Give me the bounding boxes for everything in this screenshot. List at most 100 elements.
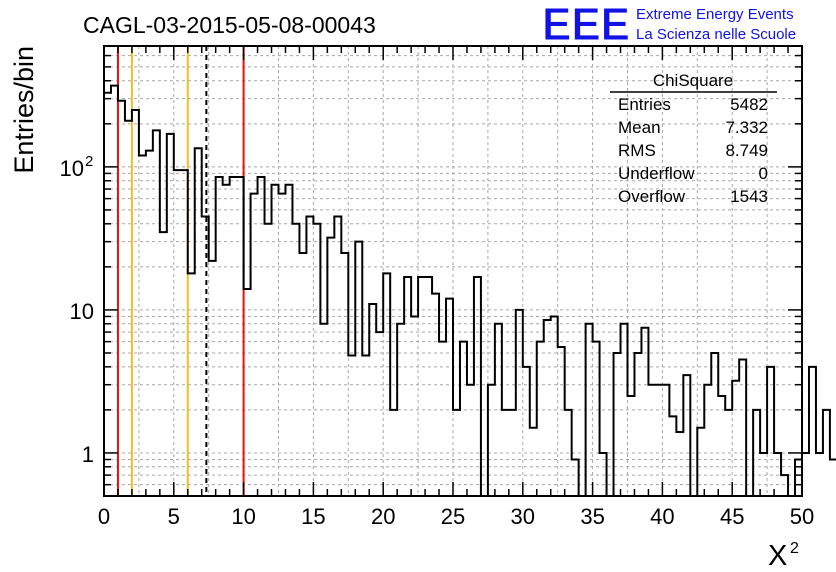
x-axis-label-symbol: X [768,540,787,572]
histogram-bin [376,332,383,496]
histogram-bin [600,453,607,496]
histogram-bin [223,185,230,496]
histogram-bin [383,273,390,496]
histogram-bin [418,277,425,496]
histogram-bin [565,410,572,496]
histogram-bin [586,324,593,496]
histogram-bin [551,316,558,496]
histogram-bin [634,353,641,496]
eee-logo-line2: La Scienza nelle Scuole [636,26,796,43]
histogram-bin [111,86,118,496]
histogram-bin [474,277,481,496]
histogram-bin [279,194,286,496]
stats-box-title: ChiSquare [653,71,733,90]
x-tick-label: 20 [371,504,395,529]
histogram-bin [258,177,265,496]
chart-title: CAGL-03-2015-05-08-00043 [83,12,376,38]
histogram-bin [348,356,355,496]
histogram-bin [334,216,341,496]
histogram-bin [292,224,299,496]
x-tick-label: 45 [720,504,744,529]
histogram-bin [251,194,258,496]
histogram-bin [697,428,704,496]
histogram-bin [816,453,823,496]
eee-logo-line1: Extreme Energy Events [636,6,794,23]
histogram-bin [237,177,244,496]
stats-row-label: Underflow [618,164,695,183]
histogram-bin [614,353,621,496]
histogram-bin [655,385,662,496]
stats-row-value: 8.749 [725,141,768,160]
histogram-bin [488,385,495,496]
stats-row-label: Overflow [618,187,686,206]
histogram-bin [432,294,439,496]
histogram-bin [460,342,467,496]
x-axis-label: X 2 [768,540,799,572]
histogram-bin [195,148,202,496]
histogram-bin [285,185,292,496]
histogram-bin [369,304,376,496]
histogram-bin [509,410,516,496]
y-axis-label: Entries/bin [9,46,39,174]
histogram-bin [202,216,209,496]
eee-logo-letters: EEE [542,0,630,50]
x-tick-label: 50 [790,504,814,529]
histogram-bin [439,342,446,496]
stats-row-value: 5482 [730,95,768,114]
histogram-bin [167,134,174,496]
x-tick-label: 5 [168,504,180,529]
histogram-bin [781,475,788,496]
stats-box: ChiSquare Entries 5482 Mean 7.332 RMS 8.749 Un… [610,71,777,206]
stats-row-label: RMS [618,141,656,160]
x-tick-label: 30 [511,504,535,529]
histogram-bin [125,121,132,496]
histogram-bin [593,342,600,496]
stats-row-value: 7.332 [725,118,768,137]
histogram-bin [188,273,195,496]
histogram-bin [676,432,683,496]
histogram-bin [467,385,474,496]
histogram-bin [404,277,411,496]
histogram-bin [621,324,628,496]
histogram-bin [362,356,369,496]
histogram-bin [718,396,725,496]
stats-row-value: 1543 [730,187,768,206]
histogram-bin [453,410,460,496]
histogram-bin [516,310,523,496]
histogram-bin [809,367,816,496]
histogram-bin [118,101,125,496]
y-tick-label: 10 [70,299,94,324]
histogram-bin [628,396,635,496]
histogram-bin [802,453,809,496]
histogram-bin [104,93,111,496]
histogram-bin [648,385,655,496]
histogram-bin [313,224,320,496]
histogram-bin [209,261,216,496]
histogram-bin [446,299,453,496]
x-tick-label: 25 [441,504,465,529]
histogram-bin [146,151,153,496]
histogram-bin [327,238,334,496]
histogram-bin [544,320,551,496]
histogram-bin [711,353,718,496]
histogram-bin [299,253,306,496]
histogram-bin [153,130,160,496]
histogram-bin [411,316,418,496]
y-tick-label: 10 [60,156,84,181]
histogram-bin [725,410,732,496]
histogram-bin [160,232,167,496]
histogram-bin [830,459,836,496]
histogram-bin [139,156,146,496]
stats-row-value: 0 [759,164,768,183]
x-tick-label: 15 [301,504,325,529]
histogram-bin [230,177,237,496]
histogram-bin [558,347,565,496]
x-tick-label: 40 [650,504,674,529]
histogram-bin [523,367,530,496]
histogram-bin [537,342,544,496]
histogram-bin [732,381,739,496]
stats-row-label: Entries [618,95,671,114]
histogram-bin [390,410,397,496]
